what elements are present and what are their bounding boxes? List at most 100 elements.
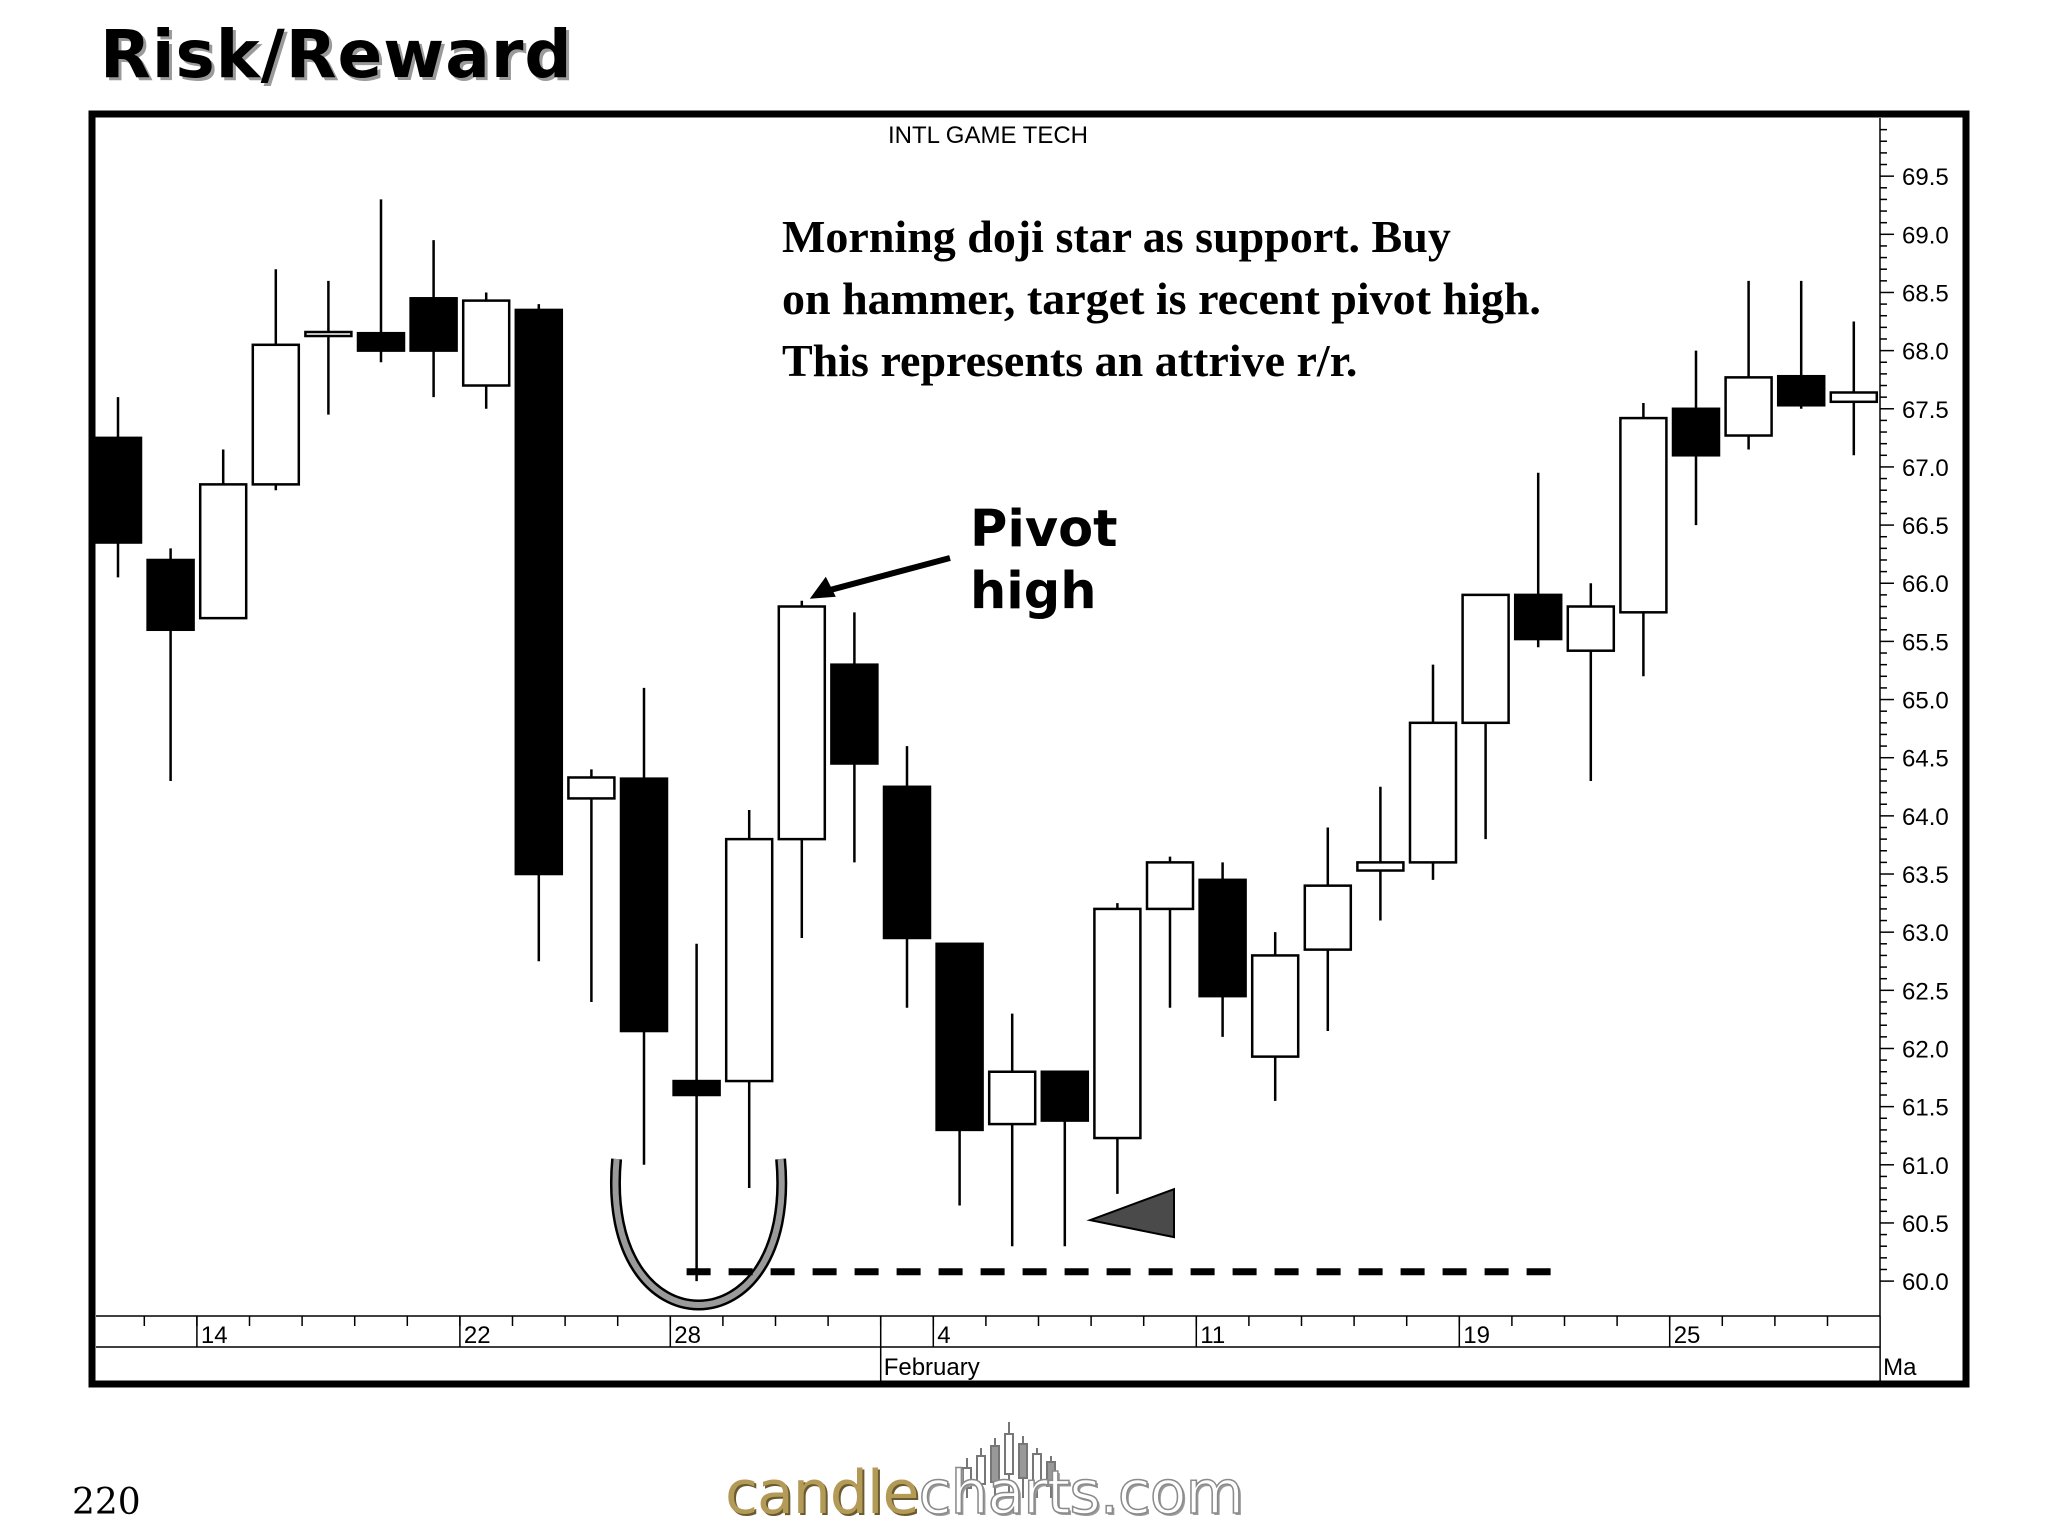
candle bbox=[251, 269, 301, 491]
candle bbox=[461, 292, 511, 409]
candlecharts-logo: candlecharts.com bbox=[725, 1418, 1245, 1529]
logo-candles-icon bbox=[962, 1422, 1056, 1498]
candle bbox=[1829, 321, 1879, 456]
logo-com-text: .com bbox=[1099, 1457, 1245, 1529]
y-tick-label: 66.5 bbox=[1902, 513, 1949, 540]
candle bbox=[1513, 472, 1563, 648]
candle bbox=[882, 746, 932, 1008]
y-tick-label: 63.5 bbox=[1902, 862, 1949, 889]
y-tick-label: 60.5 bbox=[1902, 1211, 1949, 1238]
bullish-candle-body bbox=[1093, 907, 1142, 1140]
candle bbox=[1461, 593, 1510, 840]
y-tick-label: 63.0 bbox=[1902, 920, 1949, 947]
bullish-candle-body bbox=[251, 343, 301, 486]
y-tick-label: 60.0 bbox=[1902, 1269, 1949, 1296]
x-tick-label: 28 bbox=[674, 1322, 701, 1349]
y-tick-label: 69.5 bbox=[1902, 164, 1949, 191]
x-axis-ticks: 14 22 28 4 11 19 25 February Ma bbox=[90, 1316, 1917, 1384]
x-tick-label: 14 bbox=[201, 1322, 228, 1349]
bearish-candle-body bbox=[1671, 407, 1721, 457]
candle bbox=[198, 449, 248, 620]
bearish-candle-body bbox=[619, 777, 669, 1033]
pivot-high-label: Pivot high bbox=[970, 500, 1135, 621]
y-tick-label: 66.0 bbox=[1902, 571, 1949, 598]
bullish-candle-body bbox=[1619, 416, 1668, 614]
y-tick-label: 61.5 bbox=[1902, 1095, 1949, 1122]
bullish-candle-body bbox=[1408, 721, 1458, 864]
pivot-arrow bbox=[809, 555, 951, 599]
bullish-candle-body bbox=[987, 1070, 1037, 1126]
y-tick-label: 62.5 bbox=[1902, 978, 1949, 1005]
candle bbox=[94, 397, 143, 578]
y-tick-label: 68.0 bbox=[1902, 339, 1949, 366]
candle bbox=[935, 942, 984, 1206]
y-tick-label: 64.5 bbox=[1902, 746, 1949, 773]
candle bbox=[672, 943, 721, 1282]
x-tick-label: 11 bbox=[1200, 1322, 1225, 1349]
month-label: February bbox=[884, 1354, 980, 1381]
candle bbox=[1145, 856, 1195, 1008]
bearish-candle-body bbox=[146, 558, 195, 632]
bearish-candle-body bbox=[882, 785, 932, 940]
logo-candle-text: candle bbox=[725, 1458, 919, 1528]
bearish-candle-body bbox=[1198, 878, 1247, 998]
bullish-candle-body bbox=[1356, 861, 1405, 872]
bearish-candle-body bbox=[830, 663, 879, 765]
bearish-candle-body bbox=[94, 436, 143, 544]
candle bbox=[724, 810, 774, 1189]
candle bbox=[409, 240, 458, 398]
y-tick-label: 65.0 bbox=[1902, 688, 1949, 715]
bearish-candle-body bbox=[1776, 374, 1826, 407]
candle bbox=[777, 600, 827, 938]
candle bbox=[146, 548, 195, 781]
logo-charts-text: charts bbox=[918, 1457, 1102, 1529]
bullish-candle-body bbox=[1303, 884, 1353, 951]
candle bbox=[1566, 583, 1616, 781]
candle bbox=[1776, 280, 1826, 409]
candle bbox=[1093, 903, 1142, 1194]
candle bbox=[1408, 664, 1458, 880]
bullish-candle-body bbox=[1566, 605, 1616, 652]
candle bbox=[1303, 827, 1353, 1032]
page-number: 220 bbox=[72, 1482, 141, 1523]
candle bbox=[1040, 1070, 1090, 1247]
y-tick-label: 62.0 bbox=[1902, 1036, 1949, 1063]
y-tick-label: 68.5 bbox=[1902, 280, 1949, 307]
morning-star-highlight-inner bbox=[612, 1158, 785, 1308]
bullish-candle-body bbox=[304, 330, 353, 338]
y-tick-label: 65.5 bbox=[1902, 629, 1949, 656]
candle bbox=[356, 199, 406, 363]
x-tick-label: 25 bbox=[1674, 1322, 1701, 1349]
bullish-candle-body bbox=[461, 299, 511, 387]
x-tick-label: 22 bbox=[464, 1322, 491, 1349]
candle bbox=[1619, 402, 1668, 677]
chart-frame bbox=[88, 110, 1970, 1388]
y-tick-label: 64.0 bbox=[1902, 804, 1949, 831]
bearish-candle-body bbox=[409, 297, 458, 352]
bearish-candle-body bbox=[1513, 593, 1563, 641]
candles bbox=[94, 199, 1879, 1282]
pivot-arrow-shaft bbox=[823, 555, 951, 595]
bullish-candle-body bbox=[1724, 376, 1773, 437]
candle bbox=[987, 1013, 1037, 1247]
candle bbox=[567, 769, 616, 1002]
bearish-candle-body bbox=[1040, 1070, 1090, 1122]
bullish-candle-body bbox=[1461, 593, 1510, 725]
bullish-candle-body bbox=[1829, 391, 1879, 404]
bullish-candle-body bbox=[777, 605, 827, 841]
candle bbox=[619, 687, 669, 1165]
bullish-candle-body bbox=[1250, 954, 1300, 1058]
slide-title: Risk/Reward bbox=[100, 16, 573, 93]
x-tick-label: 19 bbox=[1463, 1322, 1490, 1349]
candle bbox=[1724, 280, 1773, 450]
candle bbox=[514, 304, 564, 962]
bearish-candle-body bbox=[935, 942, 984, 1132]
bearish-candle-body bbox=[514, 308, 564, 876]
bullish-candle-body bbox=[567, 776, 616, 800]
candle bbox=[304, 280, 353, 415]
y-tick-label: 69.0 bbox=[1902, 222, 1949, 249]
chart-title: INTL GAME TECH bbox=[888, 122, 1088, 149]
candle bbox=[1356, 786, 1405, 921]
candle bbox=[1671, 350, 1721, 526]
